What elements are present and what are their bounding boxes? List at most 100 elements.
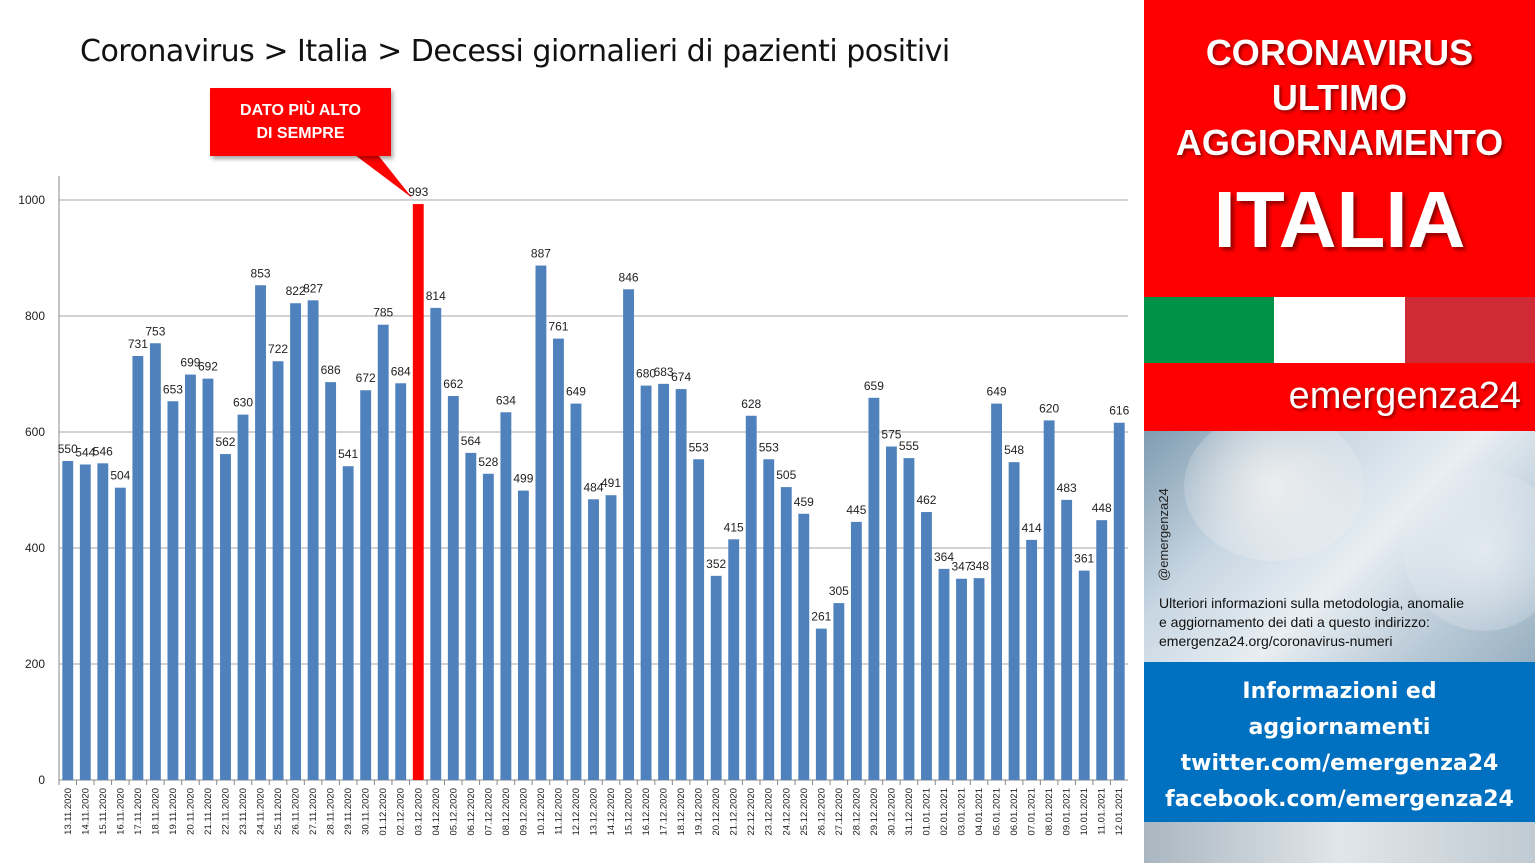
bar xyxy=(114,487,126,780)
x-tick-label: 12.01.2021 xyxy=(1114,788,1125,836)
x-tick-label: 29.11.2020 xyxy=(343,788,354,835)
bar xyxy=(938,568,950,780)
x-tick-label: 24.12.2020 xyxy=(781,788,792,836)
data-label: 785 xyxy=(373,306,393,320)
note-link[interactable]: emergenza24.org/coronavirus-numeri xyxy=(1159,633,1393,649)
data-label: 699 xyxy=(180,356,200,370)
x-tick-label: 28.11.2020 xyxy=(326,788,337,835)
x-tick-label: 23.11.2020 xyxy=(238,788,249,835)
data-label: 683 xyxy=(654,365,674,379)
data-label: 753 xyxy=(145,324,165,338)
x-tick-label: 14.12.2020 xyxy=(606,788,617,836)
data-label: 616 xyxy=(1109,404,1129,418)
bar xyxy=(1113,422,1125,780)
bar xyxy=(815,628,827,780)
bar xyxy=(675,389,687,780)
callout-line-2: DI SEMPRE xyxy=(256,125,345,142)
bar xyxy=(149,343,161,780)
x-tick-label: 05.12.2020 xyxy=(448,788,459,836)
bar xyxy=(1043,420,1055,780)
y-tick-label: 1000 xyxy=(18,193,45,207)
x-tick-label: 26.11.2020 xyxy=(291,788,302,835)
data-label: 649 xyxy=(566,385,586,399)
bar xyxy=(97,463,109,780)
bar xyxy=(570,403,582,780)
data-label: 620 xyxy=(1039,401,1059,415)
data-label: 364 xyxy=(934,550,954,564)
bar xyxy=(220,454,231,780)
x-tick-label: 20.12.2020 xyxy=(711,788,722,836)
y-tick-label: 800 xyxy=(25,309,45,323)
data-label: 541 xyxy=(338,447,358,461)
x-tick-label: 02.01.2021 xyxy=(939,788,950,836)
x-tick-label: 31.12.2020 xyxy=(904,788,915,836)
x-tick-label: 03.01.2021 xyxy=(957,788,968,836)
data-label: 761 xyxy=(548,320,568,334)
data-label: 564 xyxy=(461,434,481,448)
data-label: 361 xyxy=(1074,552,1094,566)
data-label: 352 xyxy=(706,557,726,571)
data-label: 459 xyxy=(794,495,814,509)
x-tick-label: 17.11.2020 xyxy=(133,788,144,835)
data-label: 827 xyxy=(303,281,323,295)
x-tick-label: 21.11.2020 xyxy=(203,788,214,835)
x-tick-label: 08.01.2021 xyxy=(1044,788,1055,836)
data-label: 555 xyxy=(899,439,919,453)
data-label: 822 xyxy=(286,284,306,298)
bar xyxy=(850,521,862,780)
data-label: 993 xyxy=(408,185,428,199)
data-label: 653 xyxy=(163,382,183,396)
bar xyxy=(1026,539,1038,780)
bar xyxy=(588,499,599,780)
data-label: 544 xyxy=(75,445,95,459)
bar xyxy=(237,414,249,780)
x-tick-label: 17.12.2020 xyxy=(659,788,670,836)
flag-red-band xyxy=(1404,297,1535,363)
data-label: 628 xyxy=(741,397,761,411)
x-tick-label: 11.01.2021 xyxy=(1097,788,1108,835)
data-label: 505 xyxy=(776,468,796,482)
bar xyxy=(710,575,722,780)
info-panel: Informazioni ed aggiornamenti twitter.co… xyxy=(1144,662,1535,822)
data-label: 415 xyxy=(724,520,744,534)
x-tick-label: 30.11.2020 xyxy=(361,788,372,835)
data-label: 504 xyxy=(110,469,130,483)
twitter-link[interactable]: twitter.com/emergenza24 xyxy=(1180,751,1499,776)
info-line-1: Informazioni ed xyxy=(1242,679,1437,704)
x-tick-label: 03.12.2020 xyxy=(413,788,424,836)
data-label: 553 xyxy=(759,440,779,454)
data-label: 499 xyxy=(513,472,533,486)
data-label: 483 xyxy=(1057,481,1077,495)
bar xyxy=(1078,570,1090,780)
x-tick-label: 25.11.2020 xyxy=(273,788,284,835)
data-label: 649 xyxy=(987,385,1007,399)
x-tick-label: 20.11.2020 xyxy=(185,788,196,835)
bar xyxy=(553,338,564,780)
x-tick-label: 08.12.2020 xyxy=(501,788,512,836)
x-tick-label: 30.12.2020 xyxy=(886,788,897,836)
flag-white-band xyxy=(1274,297,1405,363)
bar xyxy=(202,378,214,780)
x-tick-label: 22.11.2020 xyxy=(220,788,231,835)
x-tick-label: 28.12.2020 xyxy=(851,788,862,836)
banner-heading: CORONAVIRUS ULTIMO AGGIORNAMENTO xyxy=(1144,30,1535,165)
data-label: 550 xyxy=(58,442,78,456)
data-label: 448 xyxy=(1092,501,1112,515)
bar xyxy=(693,459,705,780)
data-label: 553 xyxy=(689,440,709,454)
bar xyxy=(447,396,459,780)
italian-flag xyxy=(1144,297,1535,363)
x-tick-label: 14.11.2020 xyxy=(80,788,91,835)
data-label: 261 xyxy=(811,610,831,624)
data-label: 680 xyxy=(636,367,656,381)
data-label: 692 xyxy=(198,360,218,374)
x-tick-label: 25.12.2020 xyxy=(799,788,810,836)
data-label: 548 xyxy=(1004,443,1024,457)
data-label: 347 xyxy=(952,560,972,574)
facebook-link[interactable]: facebook.com/emergenza24 xyxy=(1165,787,1514,812)
bar xyxy=(605,495,617,780)
x-tick-label: 13.12.2020 xyxy=(589,788,600,836)
brand-name: emergenza24 xyxy=(1288,375,1521,417)
note-line-1: Ulteriori informazioni sulla metodologia… xyxy=(1159,595,1465,611)
x-tick-label: 11.12.2020 xyxy=(553,788,564,835)
